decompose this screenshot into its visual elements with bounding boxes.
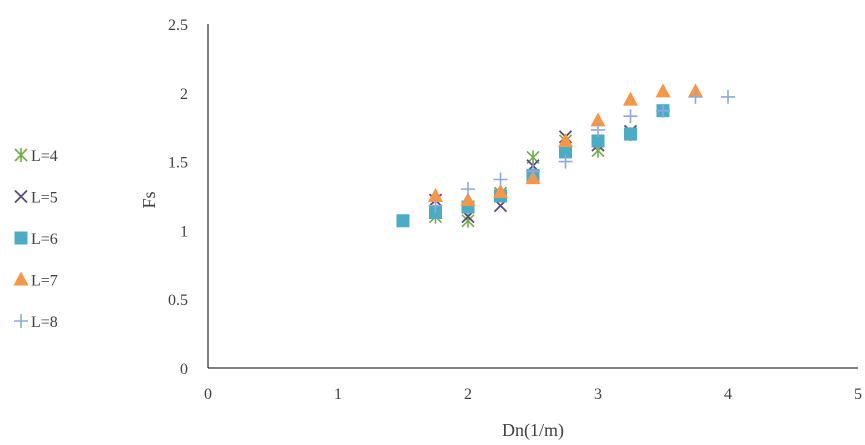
data-point [460,192,476,207]
data-point [721,89,735,104]
y-tick-label: 2.5 [168,17,188,34]
tick-labels: 0 1 2 3 4 5 0 0.5 1 1.5 2 2.5 [168,17,862,403]
data-points [396,83,735,228]
legend-entry: L=6 [14,231,58,248]
data-point [623,109,638,124]
legend-entry: L=4 [14,148,58,165]
x-tick-label: 5 [854,386,862,403]
legend-marker [14,231,28,245]
data-point [656,103,670,118]
legend-entry: L=5 [14,189,58,207]
data-point [396,214,410,228]
legend-entry: L=8 [14,314,58,331]
y-tick-label: 2 [180,86,188,103]
y-axis-title: Fs [139,191,159,208]
series-l-8 [428,89,735,213]
data-point [558,132,573,147]
legend: L=4 L=5 L=6 L=7 L=8 [13,148,58,331]
data-point [558,154,573,169]
data-point [428,188,443,202]
y-tick-label: 0 [180,361,188,378]
legend-entry: L=7 [13,271,58,290]
legend-marker [14,189,28,204]
x-tick-label: 1 [334,386,342,403]
x-tick-label: 4 [724,386,732,403]
legend-label: L=4 [31,148,58,165]
legend-label: L=7 [31,273,58,290]
y-tick-label: 1 [180,223,188,240]
legend-marker [14,148,28,162]
y-tick-label: 0.5 [168,292,188,309]
legend-label: L=6 [31,231,58,248]
data-point [493,183,508,198]
data-point [461,182,475,197]
data-point [493,172,508,187]
legend-marker [14,314,28,328]
x-tick-label: 2 [464,386,472,403]
data-point [623,91,638,106]
legend-marker [13,271,29,286]
data-point [688,89,703,104]
axes [207,24,858,369]
x-tick-label: 3 [594,386,602,403]
data-point [591,134,605,148]
data-point [624,127,637,141]
legend-label: L=5 [31,190,58,207]
data-point [559,145,572,159]
legend-label: L=8 [31,314,58,331]
series-l-7 [428,83,703,207]
data-point [590,112,606,127]
data-point [526,164,540,179]
x-axis-title: Dn(1/m) [502,420,564,441]
data-point [591,122,605,137]
data-point [655,83,671,98]
data-point [428,198,443,213]
x-tick-label: 0 [204,386,212,403]
y-tick-label: 1.5 [168,155,188,172]
